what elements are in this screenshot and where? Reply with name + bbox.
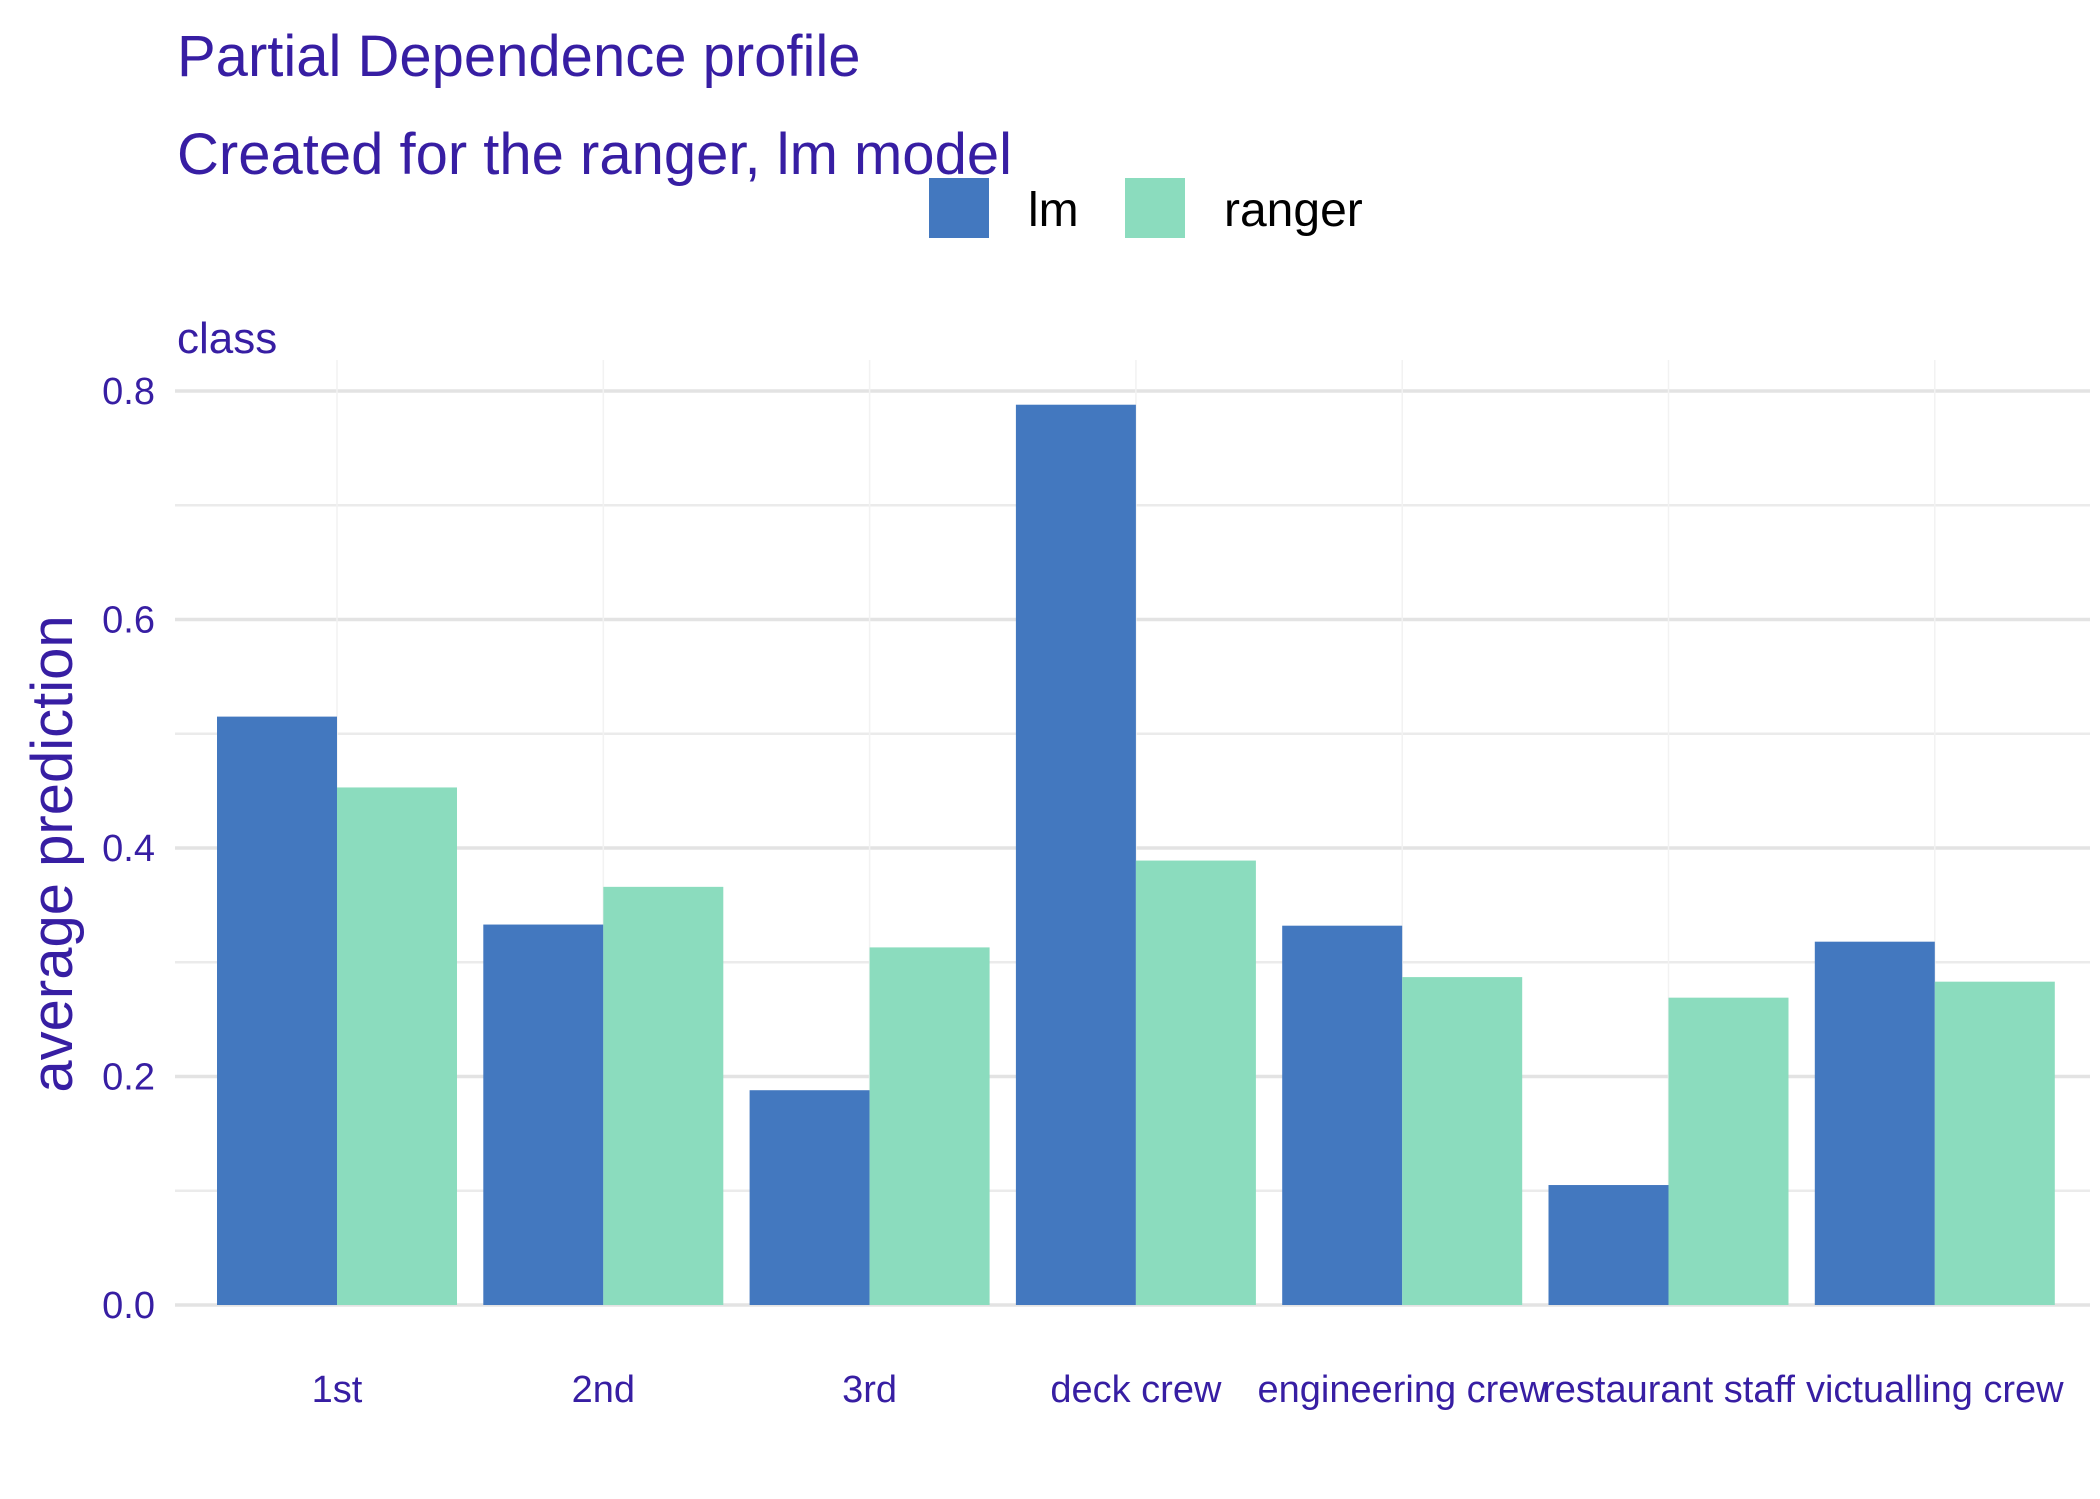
bar-lm-1st xyxy=(217,716,337,1305)
x-axis: 1st 2nd 3rd deck crew engineering crewrestau… xyxy=(312,1369,2065,1411)
legend-key-ranger xyxy=(1125,178,1185,238)
chart-title: Partial Dependence profile xyxy=(177,24,861,89)
y-axis: 0.0 0.2 0.4 0.6 0.8 xyxy=(102,371,155,1327)
legend: lm ranger xyxy=(929,178,1363,238)
bar-lm-2nd xyxy=(483,924,604,1305)
y-tick-label: 0.4 xyxy=(102,828,155,870)
bar-ranger-1st xyxy=(337,787,457,1305)
bar-ranger-2nd xyxy=(603,886,724,1305)
legend-label-ranger: ranger xyxy=(1224,184,1363,237)
y-tick-label: 0.8 xyxy=(102,371,155,413)
x-tick-label: restaurant staff xyxy=(1542,1369,1795,1411)
chart-subtitle: Created for the ranger, lm model xyxy=(177,122,1012,187)
bar-lm-engineering-crew xyxy=(1282,925,1403,1305)
y-tick-label: 0.6 xyxy=(102,600,155,642)
bar-lm-restaurant-staff xyxy=(1548,1185,1669,1305)
bar-lm-3rd xyxy=(749,1090,870,1305)
bar-ranger-restaurant-staff xyxy=(1668,997,1789,1305)
bar-ranger-deck-crew xyxy=(1135,860,1256,1305)
legend-key-lm xyxy=(929,178,989,238)
bar-ranger-3rd xyxy=(869,947,990,1305)
x-tick-label: deck crew xyxy=(1050,1369,1222,1411)
x-tick-label: 1st xyxy=(312,1369,363,1411)
bar-ranger-engineering-crew xyxy=(1402,977,1523,1305)
bars xyxy=(217,404,2055,1306)
panel-label: class xyxy=(177,314,277,363)
y-tick-label: 0.2 xyxy=(102,1057,155,1099)
bar-lm-deck-crew xyxy=(1015,404,1136,1306)
y-axis-title: average prediction xyxy=(20,615,85,1092)
x-tick-label: 2nd xyxy=(572,1369,635,1411)
y-tick-label: 0.0 xyxy=(102,1285,155,1327)
x-tick-label: victualling crew xyxy=(1806,1369,2064,1411)
bar-lm-victualling-crew xyxy=(1814,941,1935,1305)
x-tick-label: engineering crew xyxy=(1257,1369,1547,1411)
x-tick-label: 3rd xyxy=(842,1369,897,1411)
legend-label-lm: lm xyxy=(1028,184,1079,237)
bar-ranger-victualling-crew xyxy=(1934,981,2055,1305)
